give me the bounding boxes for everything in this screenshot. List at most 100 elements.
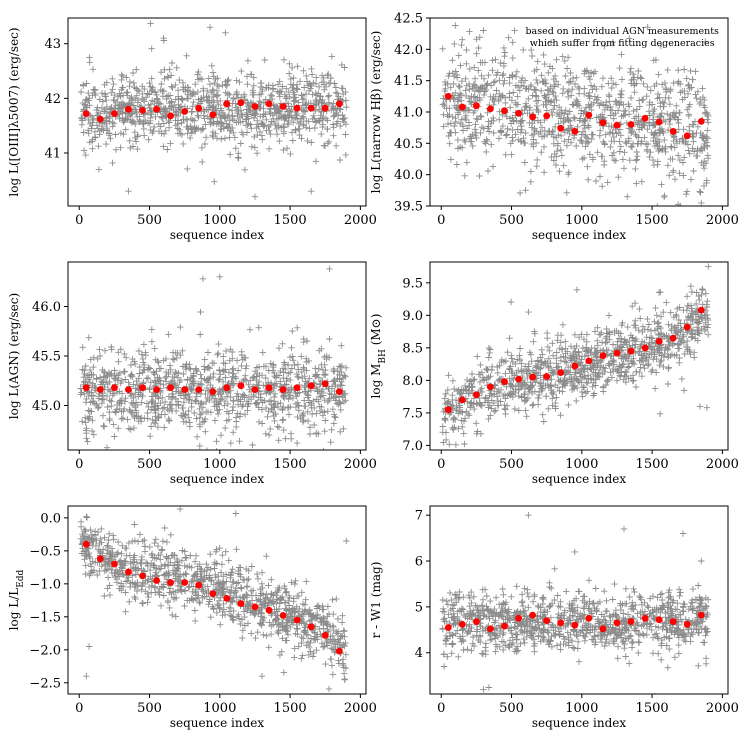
mbh-mean-point (599, 352, 607, 360)
color-mean-point (585, 614, 593, 622)
lagn-xtick-label: 500 (137, 457, 162, 472)
eddington-mean-point (265, 606, 273, 614)
panel-eddington: 0 500 1000 1500 2000 0.0 −0.5 −1.0 −1.5 −2.0 −2.5 s… (7, 505, 377, 730)
lagn-mean-point (321, 380, 329, 388)
hbeta-mean-point (458, 103, 466, 111)
hbeta-ylabel: log L(narrow Hβ) (erg/sec) (369, 31, 383, 194)
lagn-mean-point (307, 382, 315, 390)
color-mean-point (487, 625, 494, 633)
oiii-mean-point (111, 110, 118, 117)
oiii-axes-frame (67, 17, 367, 207)
eddington-mean-point (96, 555, 104, 563)
lagn-mean-point (124, 386, 132, 393)
color-xtick-label: 1500 (636, 701, 669, 716)
hbeta-scatter-points (439, 22, 712, 206)
mbh-xtick-label: 1500 (636, 457, 669, 472)
mbh-mean-point (487, 383, 494, 391)
oiii-mean-point (265, 100, 273, 108)
eddington-mean-point (167, 579, 175, 586)
eddington-binned-means (82, 540, 343, 655)
color-xtick-label: 500 (499, 701, 524, 716)
hbeta-mean-point (515, 109, 522, 117)
color-mean-point (697, 611, 705, 619)
eddington-ytick-label: −2.0 (29, 643, 61, 658)
eddington-mean-point (321, 631, 329, 639)
color-xtick-label: 0 (437, 701, 445, 716)
hbeta-mean-point (473, 102, 480, 110)
lagn-mean-point (153, 386, 161, 393)
color-mean-point (683, 620, 691, 628)
oiii-mean-point (293, 104, 301, 112)
lagn-ytick-label: 46.0 (32, 300, 61, 315)
mbh-xlabel: sequence index (532, 472, 626, 486)
eddington-mean-point (279, 612, 287, 619)
eddington-mean-point (195, 581, 203, 589)
oiii-xtick-label: 0 (75, 213, 83, 228)
mbh-mean-point (655, 338, 663, 345)
mbh-ytick-label: 9.0 (402, 309, 423, 324)
eddington-scatter-points (77, 506, 350, 693)
hbeta-xtick-label: 500 (499, 213, 524, 228)
oiii-mean-point (139, 107, 146, 114)
lagn-mean-point (293, 384, 301, 392)
color-mean-point (543, 617, 551, 624)
hbeta-mean-point (627, 121, 635, 128)
mbh-xtick-label: 500 (499, 457, 524, 472)
oiii-mean-point (237, 99, 245, 107)
eddington-axes-frame (67, 505, 367, 695)
eddington-mean-point (293, 616, 301, 624)
hbeta-binned-means (444, 92, 705, 140)
mbh-mean-point (515, 375, 522, 383)
mbh-mean-point (585, 357, 593, 365)
color-ylabel: r - W1 (mag) (369, 562, 383, 639)
mbh-mean-point (444, 406, 452, 414)
eddington-xtick-label: 1500 (274, 701, 307, 716)
hbeta-mean-point (543, 112, 551, 120)
oiii-ytick-label: 41 (44, 146, 61, 161)
color-mean-point (458, 620, 466, 628)
mbh-xtick-label: 0 (437, 457, 445, 472)
lagn-mean-point (181, 386, 189, 393)
hbeta-ytick-label: 39.5 (394, 200, 423, 215)
hbeta-xtick-label: 2000 (706, 213, 739, 228)
color-mean-point (655, 616, 663, 624)
hbeta-ytick-label: 41.5 (394, 74, 423, 89)
oiii-xtick-label: 1500 (274, 213, 307, 228)
mbh-mean-point (557, 369, 565, 376)
oiii-mean-point (251, 103, 259, 110)
hbeta-ytick-label: 40.0 (394, 168, 423, 183)
oiii-xlabel: sequence index (170, 228, 264, 242)
eddington-mean-point (335, 647, 343, 655)
lagn-xlabel: sequence index (170, 472, 264, 486)
mbh-mean-point (473, 391, 480, 399)
hbeta-annotation-line: which suffer from fitting degeneracies (530, 38, 715, 49)
hbeta-mean-point (501, 107, 508, 115)
panel-hbeta: 0 500 1000 1500 2000 39.5 40.0 40.5 41.0 41.5 42.0… (369, 12, 739, 243)
oiii-xtick-label: 500 (137, 213, 162, 228)
mbh-mean-point (669, 334, 677, 342)
lagn-xtick-label: 1000 (203, 457, 236, 472)
mbh-ylabel: log MBH (M⊙) (369, 314, 388, 399)
oiii-ytick-label: 43 (44, 37, 61, 52)
lagn-ytick-label: 45.0 (32, 399, 61, 414)
color-ytick-label: 4 (415, 646, 423, 661)
oiii-mean-point (321, 104, 329, 112)
lagn-binned-means (82, 380, 343, 395)
mbh-ytick-label: 8.0 (402, 374, 423, 389)
color-mean-point (571, 621, 579, 629)
hbeta-xtick-label: 1000 (565, 213, 598, 228)
eddington-ytick-label: 0.0 (40, 511, 61, 526)
panel-color: 0 500 1000 1500 2000 4 5 6 7 sequence index r - W1… (369, 505, 739, 730)
lagn-mean-point (96, 386, 104, 393)
oiii-xtick-label: 2000 (344, 213, 377, 228)
lagn-mean-point (223, 384, 231, 392)
eddington-xtick-label: 2000 (344, 701, 377, 716)
mbh-axes-frame (429, 261, 729, 451)
hbeta-ytick-label: 42.5 (394, 12, 423, 27)
hbeta-annotation-line: based on individual AGN measurements (525, 26, 719, 37)
hbeta-mean-point (655, 118, 663, 126)
oiii-mean-point (335, 100, 343, 108)
mbh-ytick-label: 7.5 (402, 406, 423, 421)
mbh-mean-point (458, 396, 466, 404)
